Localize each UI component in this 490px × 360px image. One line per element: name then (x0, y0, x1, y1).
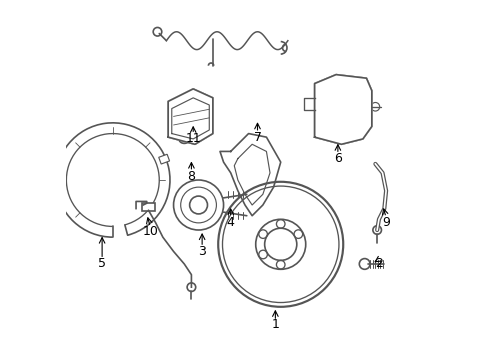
Text: 4: 4 (227, 216, 235, 229)
Text: 11: 11 (185, 132, 201, 145)
Text: 8: 8 (187, 170, 196, 183)
Text: 1: 1 (271, 318, 279, 331)
Text: 2: 2 (375, 257, 383, 270)
Bar (47, 150, 58, 161)
Text: 3: 3 (198, 245, 206, 258)
Polygon shape (315, 75, 372, 144)
Text: 5: 5 (98, 257, 106, 270)
FancyBboxPatch shape (143, 203, 155, 211)
Text: 6: 6 (334, 152, 342, 165)
Bar (159, 154, 170, 164)
Text: 9: 9 (382, 216, 390, 229)
Polygon shape (168, 89, 213, 144)
Text: 10: 10 (143, 225, 158, 238)
Text: 7: 7 (253, 131, 262, 144)
